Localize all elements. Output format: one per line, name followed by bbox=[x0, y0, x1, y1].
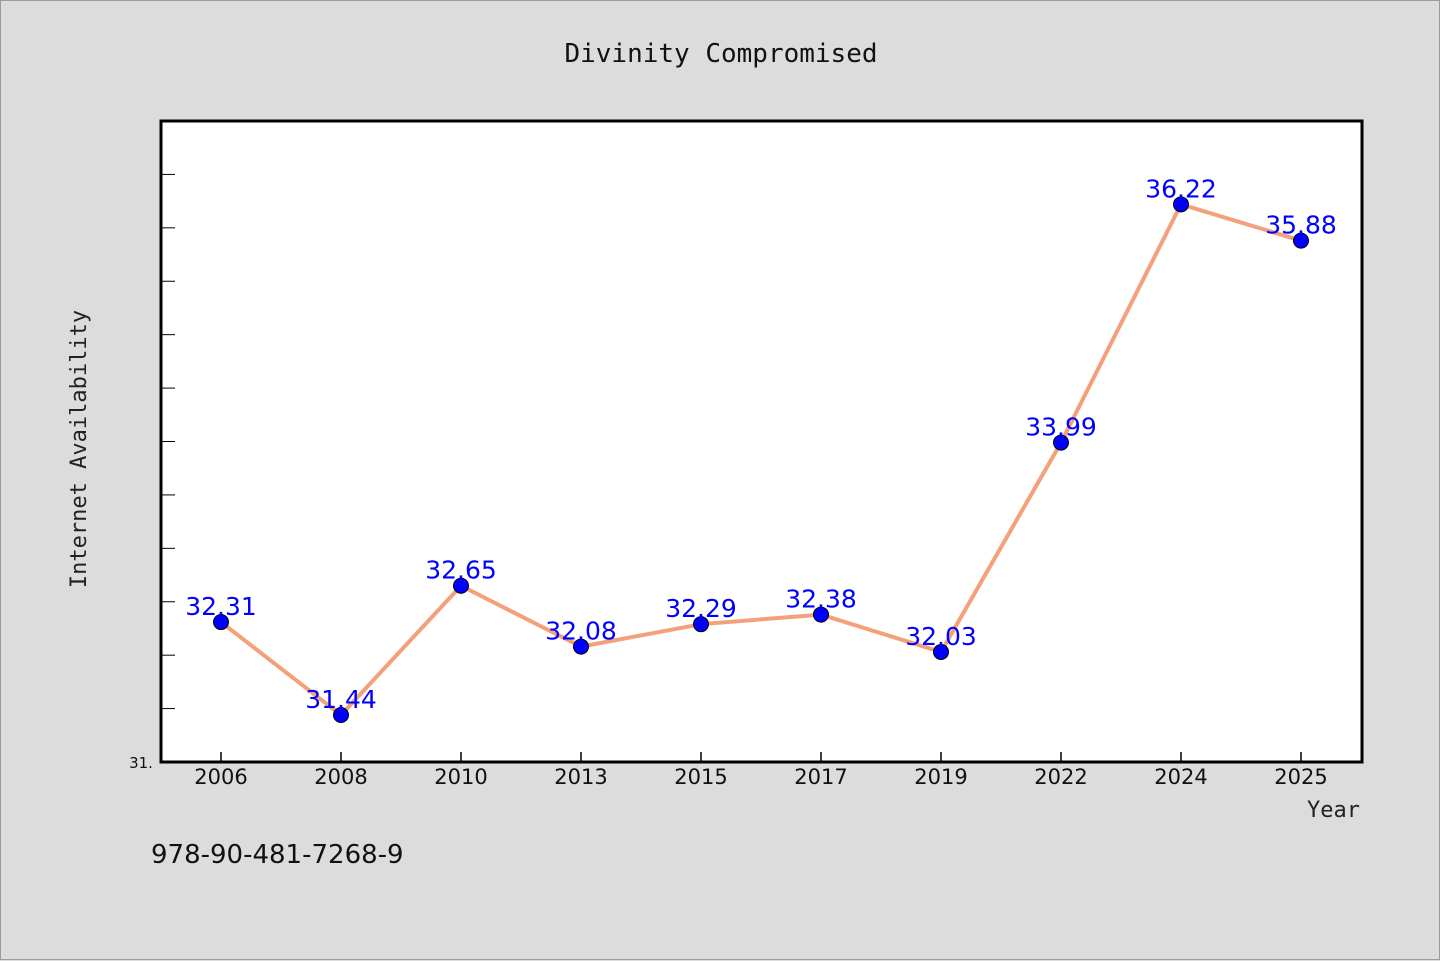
x-axis-label: Year bbox=[1307, 798, 1360, 823]
data-label: 32.38 bbox=[785, 585, 857, 614]
y-axis-ticks bbox=[161, 120, 175, 763]
x-tick-label: 2010 bbox=[434, 765, 487, 789]
x-tick-label: 2022 bbox=[1034, 765, 1087, 789]
series-line-group bbox=[219, 202, 1302, 717]
x-tick-label: 2017 bbox=[794, 765, 847, 789]
data-point bbox=[693, 616, 709, 633]
data-point bbox=[333, 706, 349, 723]
data-point bbox=[1173, 196, 1189, 213]
data-label: 36.22 bbox=[1145, 174, 1217, 203]
data-point bbox=[213, 614, 229, 631]
data-label: 35.88 bbox=[1265, 211, 1337, 240]
data-label: 33.99 bbox=[1025, 413, 1097, 442]
data-label: 32.03 bbox=[905, 622, 977, 651]
x-axis: 2006 2008 2010 2013 2015 2017 2019 2022 2024 2025 bbox=[194, 752, 1328, 789]
chart-title: Divinity Compromised bbox=[564, 39, 877, 69]
data-label: 31.44 bbox=[305, 685, 377, 714]
markers-group bbox=[213, 196, 1309, 723]
y-tick-label: 31. bbox=[129, 754, 153, 772]
data-label: 32.65 bbox=[425, 556, 497, 585]
data-point bbox=[1293, 232, 1309, 249]
data-label: 32.29 bbox=[665, 594, 737, 623]
data-point bbox=[933, 643, 949, 660]
y-axis-label: Internet Availability bbox=[67, 310, 92, 588]
series-line bbox=[219, 202, 1302, 717]
data-point bbox=[813, 606, 829, 623]
data-point bbox=[453, 577, 469, 594]
isbn-text: 978-90-481-7268-9 bbox=[151, 840, 404, 870]
x-tick-label: 2015 bbox=[674, 765, 727, 789]
x-tick-label: 2019 bbox=[914, 765, 967, 789]
data-label: 32.08 bbox=[545, 617, 617, 646]
x-tick-label: 2008 bbox=[314, 765, 367, 789]
plot-area bbox=[159, 119, 1364, 764]
data-labels-group: 32.31 31.44 32.65 32.08 32.29 32.38 32.03 33.99… bbox=[185, 174, 1337, 714]
data-point bbox=[573, 638, 589, 655]
x-tick-label: 2024 bbox=[1154, 765, 1207, 789]
x-tick-label: 2013 bbox=[554, 765, 607, 789]
x-tick-label: 2025 bbox=[1274, 765, 1327, 789]
data-label: 32.31 bbox=[185, 592, 257, 621]
x-tick-label: 2006 bbox=[194, 765, 247, 789]
data-point bbox=[1053, 434, 1069, 451]
